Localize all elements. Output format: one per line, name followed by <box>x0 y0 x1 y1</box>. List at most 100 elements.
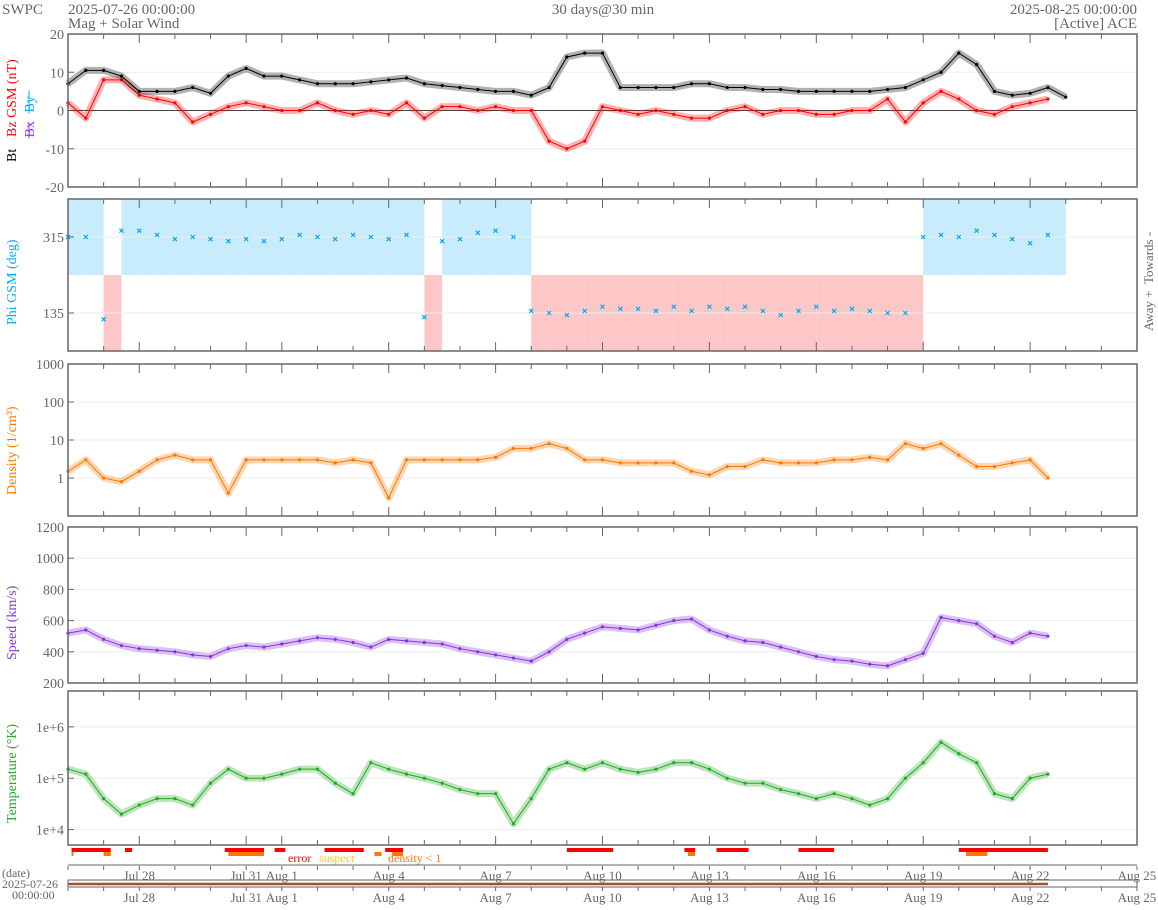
phi-point <box>368 234 374 240</box>
speed-series-line <box>67 616 1049 667</box>
speed-series-point <box>761 640 765 645</box>
speed-y-tick-label: 200 <box>43 677 64 692</box>
bt-series-point <box>226 74 230 78</box>
bz-series-point <box>1010 105 1014 109</box>
temperature-series-point <box>351 792 355 796</box>
speed-series-point <box>885 664 890 668</box>
bt-series-point <box>743 85 747 90</box>
temperature-series-point <box>832 792 836 796</box>
phi-point <box>885 310 890 316</box>
error-flag <box>324 848 364 852</box>
bt-series-point <box>583 51 587 55</box>
temperature-series-line <box>67 741 1049 825</box>
bz-series-point <box>529 108 533 113</box>
density-series-point <box>155 458 159 462</box>
x-tick-label-bottom: Aug 13 <box>690 890 729 905</box>
phi-point <box>154 232 160 238</box>
density-series-point <box>315 458 320 462</box>
bx-legend: Bx <box>23 121 38 137</box>
bz-series-point <box>387 112 391 116</box>
density-series-point <box>440 458 444 462</box>
bz-series-point <box>779 108 783 113</box>
x-tick-label: Aug 1 <box>266 868 298 883</box>
speed-series-point <box>369 645 373 649</box>
bt-series-point <box>903 85 907 90</box>
mag-y-tick-label: -10 <box>45 143 64 158</box>
bt-series-point <box>1046 85 1050 90</box>
phi-point <box>867 308 873 314</box>
temperature-series-point <box>885 797 890 801</box>
bt-series-point <box>1010 93 1014 97</box>
bz-series-point <box>119 78 124 82</box>
density-series-point <box>975 464 979 469</box>
bz-series-point <box>743 105 747 109</box>
bt-series-point <box>707 82 712 86</box>
phi-point <box>1045 232 1051 238</box>
phi-point <box>350 232 356 238</box>
density-series-point <box>957 453 961 457</box>
temperature-series-point <box>387 767 391 771</box>
density-series-point <box>1010 461 1014 465</box>
phi-point <box>475 230 481 236</box>
x-tick-label-bottom: Aug 16 <box>797 890 836 905</box>
density-series-point <box>476 458 480 462</box>
speed-series-point <box>173 650 177 654</box>
bz-series-point <box>689 116 694 120</box>
phi-point <box>1009 236 1015 242</box>
bt-series-point <box>280 74 284 78</box>
temperature-y-tick-label: 1e+6 <box>36 721 64 736</box>
speed-series-point <box>476 650 480 654</box>
bt-series-envelope <box>65 49 1068 101</box>
bz-series-point <box>583 139 587 143</box>
density-series-point <box>547 442 551 446</box>
speed-series-point <box>262 645 266 649</box>
temperature-series-point <box>476 792 480 796</box>
towards-label: Towards - <box>1141 232 1156 284</box>
density-y-tick-label: 1000 <box>36 358 64 373</box>
temperature-series-point <box>298 767 302 771</box>
temperature-series-point <box>529 797 533 801</box>
density-series-point <box>191 458 195 462</box>
density-series-point <box>707 473 712 477</box>
speed-series-point <box>975 622 979 626</box>
bz-series-point <box>957 97 961 101</box>
speed-series-point <box>600 625 605 629</box>
bt-series-point <box>494 89 498 93</box>
x-tick-label-bottom: Jul 28 <box>124 890 155 905</box>
temperature-series-point <box>404 772 409 776</box>
density-series-point <box>102 476 106 480</box>
speed-series-point <box>743 639 747 643</box>
speed-series-point <box>102 637 106 641</box>
speed-series-point <box>529 659 533 663</box>
bz-series-point <box>796 108 801 113</box>
bz-series-point <box>155 97 159 101</box>
phi-point <box>404 232 409 238</box>
bz-series-point <box>262 105 266 109</box>
end-time: 2025-08-25 00:00:00 <box>1010 2 1137 18</box>
bz-series-point <box>725 108 729 113</box>
temperature-series-point <box>102 797 106 801</box>
bt-series-point <box>672 85 676 90</box>
bz-series-point <box>226 105 230 109</box>
x-tick-label: Aug 22 <box>1011 868 1050 883</box>
density-y-tick-label: 10 <box>50 434 64 449</box>
phi-point <box>992 232 997 238</box>
bz-series-point <box>672 112 676 116</box>
bt-series-point <box>850 89 854 93</box>
temperature-series-point <box>761 781 765 785</box>
bz-series-point <box>565 147 569 151</box>
speed-series-point <box>583 631 587 635</box>
bt-series-point <box>208 91 213 95</box>
temperature-series-point <box>939 740 943 744</box>
phi-point <box>136 228 142 234</box>
density-flag <box>688 852 696 856</box>
temperature-y-tick-label: 1e+5 <box>36 772 64 787</box>
density-series-point <box>280 458 284 462</box>
phi-point <box>119 228 124 234</box>
speed-series-point <box>868 662 872 666</box>
bz-series-point <box>547 139 551 143</box>
density-series-point <box>743 464 747 469</box>
mag-y-tick-label: -20 <box>45 181 64 196</box>
temperature-series-point <box>84 772 88 776</box>
speed-series-point <box>84 628 88 632</box>
